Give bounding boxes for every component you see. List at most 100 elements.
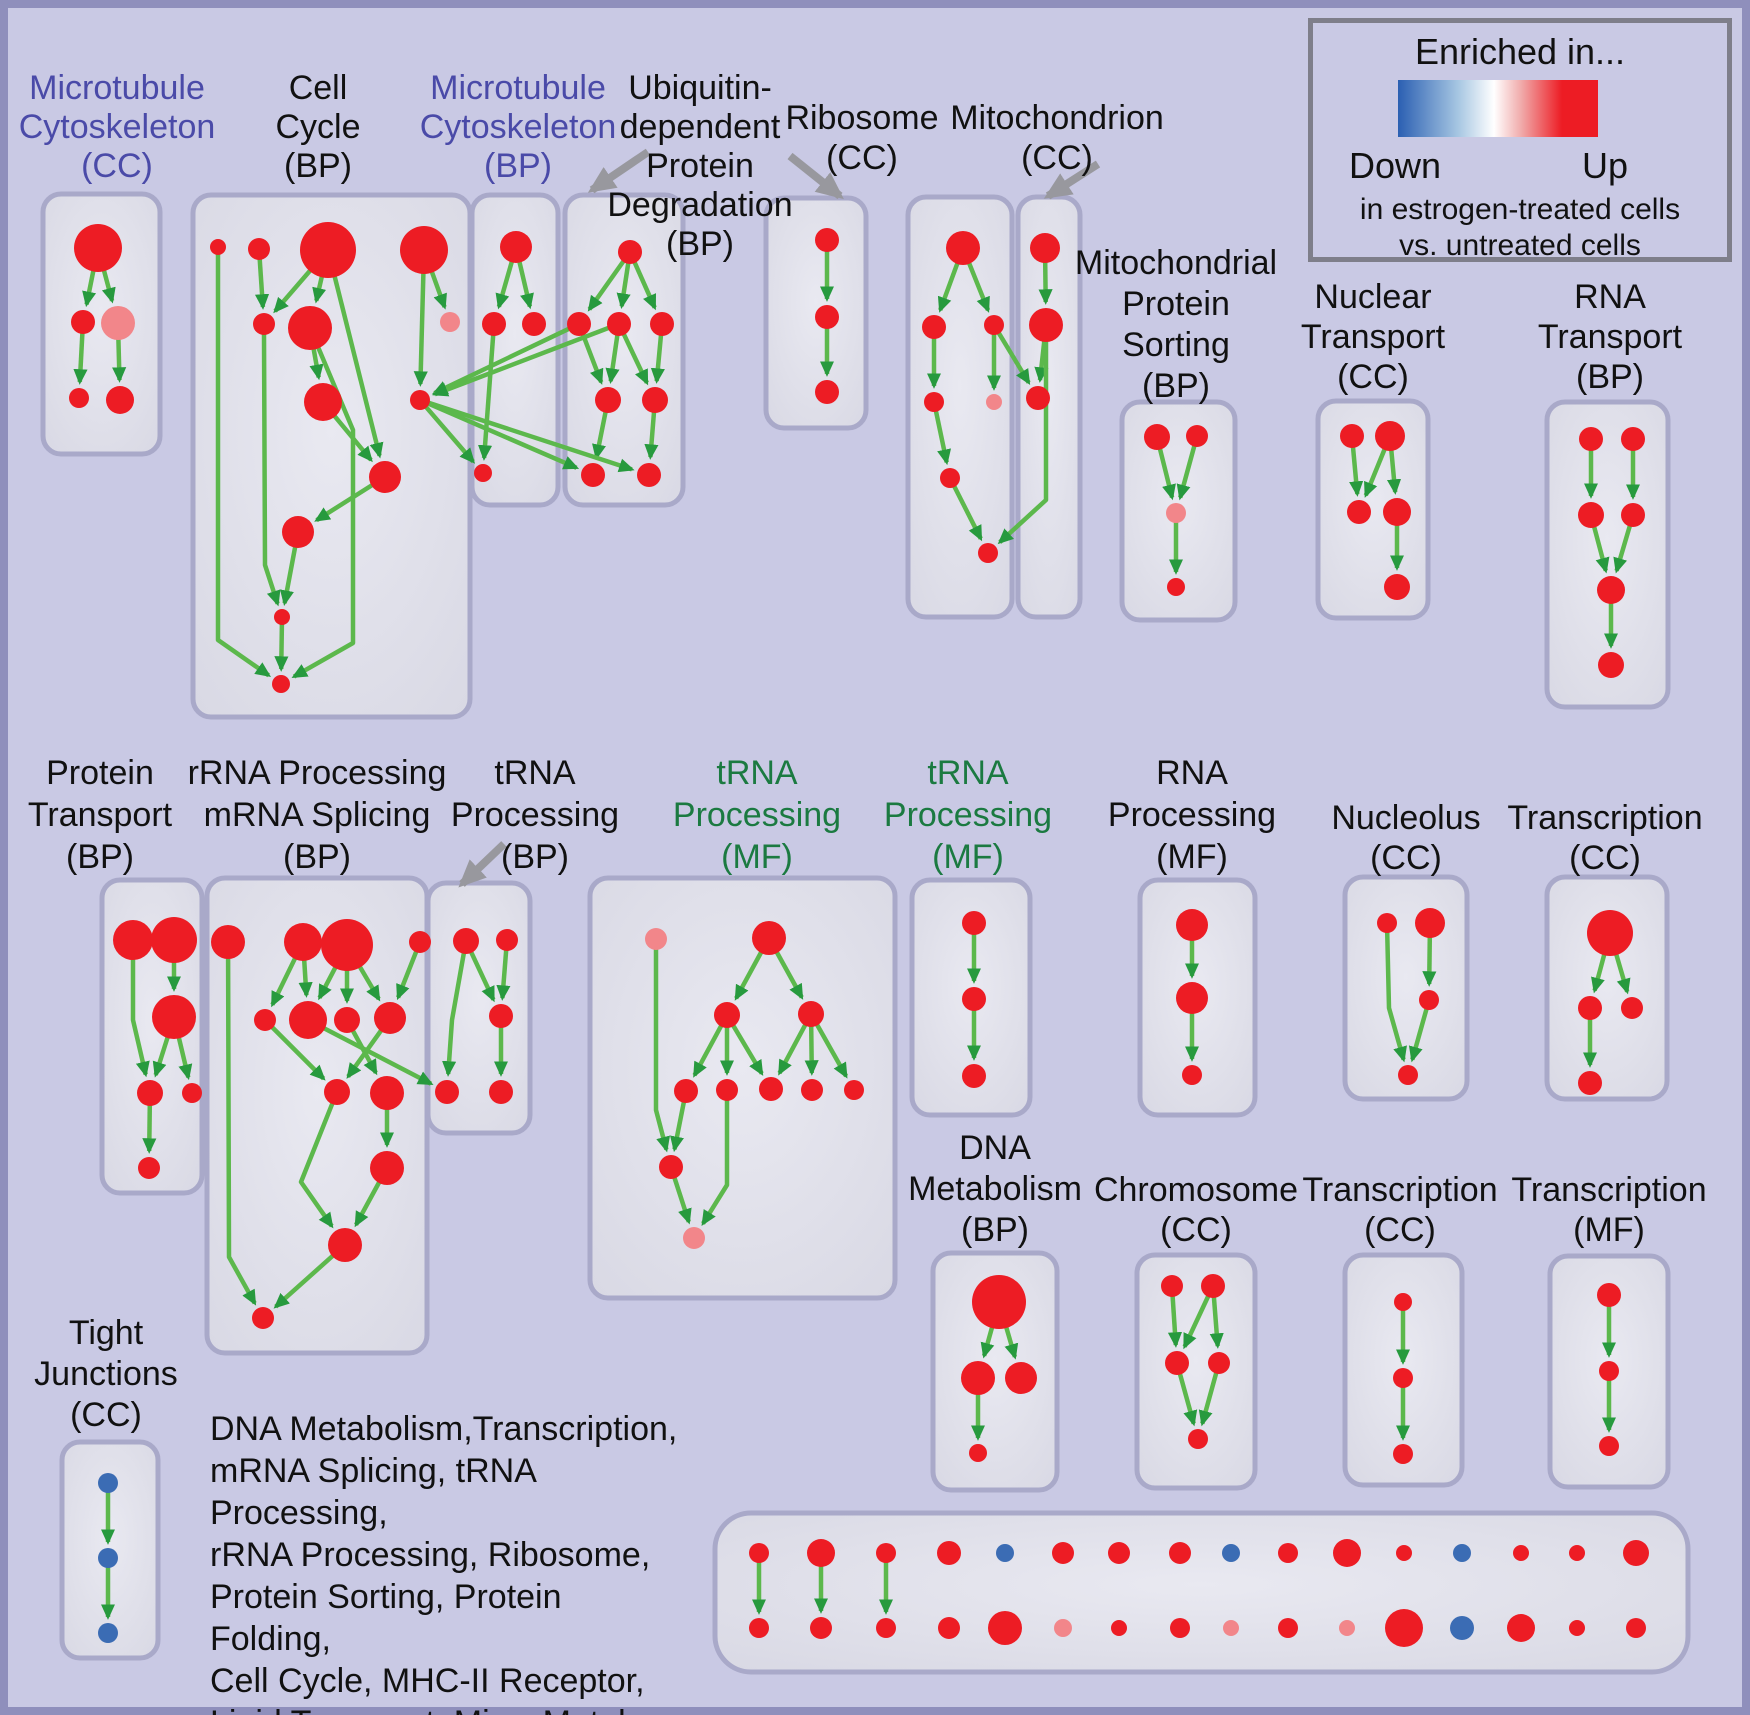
node-trna-mf-big-1: [752, 921, 786, 955]
color-legend: Enriched in... Down Up in estrogen-treat…: [1308, 18, 1732, 262]
edge-mps-1: [1176, 445, 1197, 501]
edges-layer: [73, 251, 1641, 1620]
node-ubiq-5: [642, 387, 668, 413]
node-bottom-5-top: [1052, 1542, 1074, 1564]
node-bottom-5-bottom: [1054, 1619, 1072, 1637]
edge-ribosome-4: [933, 410, 952, 466]
legend-down-label: Down: [1348, 145, 1442, 186]
edge-rrna-2: [298, 959, 313, 998]
node-mps-1: [1186, 425, 1208, 447]
node-ribosome-3: [924, 392, 944, 412]
node-prot-deg-1: [815, 305, 839, 329]
cross-edge-7: [322, 1026, 434, 1086]
edge-mito-1: [1034, 340, 1049, 383]
edge-cell-cycle-5: [413, 272, 428, 387]
node-cell-cycle-9: [369, 461, 401, 493]
node-nuc-transport-4: [1384, 574, 1410, 600]
edge-ribosome-5: [952, 484, 983, 542]
edge-rrna-0: [225, 957, 257, 1306]
node-trna-bp-2: [489, 1004, 513, 1028]
node-prot-transport-4: [182, 1083, 202, 1103]
node-ubiq-1: [567, 312, 591, 336]
edge-nucleolus-0: [1384, 931, 1407, 1063]
edge-ribosome-0: [937, 262, 960, 313]
edge-mt-cc-0: [82, 270, 97, 308]
node-ribosome-0: [946, 231, 980, 265]
edge-chromosome-1: [1182, 1295, 1211, 1350]
node-cell-cycle-3: [400, 226, 448, 274]
node-bottom-10-top: [1333, 1539, 1361, 1567]
pointer-arrow-2: [1043, 160, 1101, 200]
node-tight-2: [98, 1623, 118, 1643]
edge-ubiq-6: [650, 334, 665, 384]
edge-cell-cycle-10: [314, 483, 374, 523]
node-trans-cc2-2: [1393, 1444, 1413, 1464]
node-trna-mf-small-1: [962, 987, 986, 1011]
edge-nucleolus-1: [1422, 936, 1437, 987]
cluster-label-trans-cc1: Transcription (CC): [1507, 799, 1702, 877]
node-tight-1: [98, 1548, 118, 1568]
misc-text-line-1: mRNA Splicing, tRNA Processing,: [210, 1452, 535, 1532]
legend-gradient-bar: [1398, 80, 1598, 137]
edge-rrna-1: [270, 957, 298, 1008]
node-bottom-1-top: [807, 1539, 835, 1567]
node-mt-bp-3: [474, 464, 492, 482]
edge-trans-cc1-0: [1591, 953, 1607, 994]
cross-edge-4: [427, 400, 635, 473]
node-trna-mf-big-7: [801, 1079, 823, 1101]
node-nucleolus-1: [1415, 908, 1445, 938]
node-mps-2: [1166, 503, 1186, 523]
edge-mt-bp-0: [495, 260, 515, 310]
cluster-label-trans-cc2: Transcription (CC): [1302, 1171, 1497, 1249]
node-mps-3: [1167, 578, 1185, 596]
node-prot-transport-2: [152, 995, 196, 1039]
pointer-arrow-0: [587, 148, 651, 194]
cluster-label-mt-bp: Microtubule Cytoskeleton (BP): [420, 69, 617, 185]
legend-title: Enriched in...: [1414, 31, 1626, 72]
cluster-label-rna-proc-mf: RNA Processing (MF): [1108, 754, 1276, 876]
node-trna-mf-big-9: [659, 1155, 683, 1179]
node-bottom-12-top: [1453, 1544, 1471, 1562]
edge-ubiq-8: [644, 411, 659, 460]
edge-trna-mf-big-10: [701, 1100, 730, 1227]
node-bottom-4-bottom: [988, 1611, 1022, 1645]
node-ubiq-6: [581, 463, 605, 487]
node-prot-deg-0: [815, 228, 839, 252]
edge-cell-cycle-0: [215, 254, 272, 678]
edge-nucleolus-2: [1408, 1008, 1429, 1063]
node-rrna-8: [324, 1079, 350, 1105]
misc-categories-text: DNA Metabolism,Transcription, mRNA Splici…: [210, 1408, 680, 1715]
node-ribosome-1: [922, 315, 946, 339]
node-rna-proc-mf-0: [1176, 909, 1208, 941]
cluster-label-mito: Mitochondrion (CC): [950, 99, 1164, 177]
edge-cell-cycle-11: [261, 333, 281, 607]
node-nucleolus-3: [1398, 1065, 1418, 1085]
misc-text-line-2: rRNA Processing, Ribosome,: [210, 1536, 651, 1574]
node-trans-cc1-0: [1587, 910, 1633, 956]
node-rna-transport-0: [1579, 427, 1603, 451]
node-cell-cycle-0: [210, 239, 226, 255]
pointer-arrow-1: [787, 152, 844, 200]
node-bottom-11-top: [1396, 1545, 1412, 1561]
edge-cell-cycle-8: [332, 275, 384, 459]
edge-rrna-6: [396, 950, 419, 1001]
edge-dna-met-1: [1004, 1326, 1019, 1360]
cross-edge-1: [432, 325, 610, 397]
cluster-label-tight: Tight Junctions (CC): [34, 1314, 178, 1434]
node-chromosome-0: [1161, 1275, 1183, 1297]
node-trna-bp-3: [435, 1080, 459, 1104]
edge-cell-cycle-1: [254, 258, 270, 310]
edge-chromosome-0: [1167, 1295, 1183, 1348]
cluster-label-rna-transport: RNA Transport (BP): [1538, 278, 1683, 396]
node-mt-cc-3: [69, 388, 89, 408]
cross-edge-2: [424, 405, 476, 464]
node-nucleolus-2: [1419, 990, 1439, 1010]
node-chromosome-1: [1201, 1274, 1225, 1298]
edge-trna-mf-big-7: [804, 1025, 819, 1076]
node-ubiq-0: [618, 240, 642, 264]
node-rna-proc-mf-1: [1176, 982, 1208, 1014]
edge-nuc-transport-1: [1363, 448, 1387, 498]
cluster-label-trna-mf-big: tRNA Processing (MF): [673, 754, 841, 876]
node-ribosome-4: [986, 394, 1002, 410]
